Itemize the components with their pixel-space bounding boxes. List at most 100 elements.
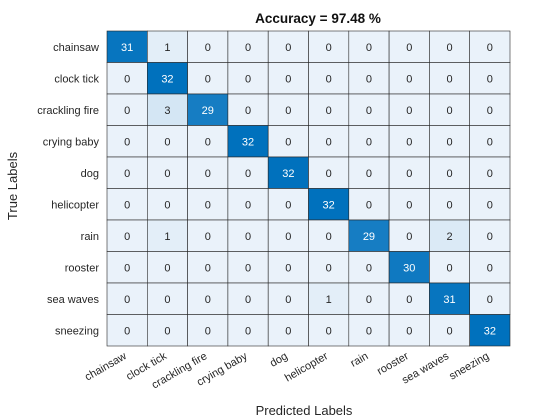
matrix-cell: [106, 188, 148, 221]
cell-value: 0: [285, 105, 291, 117]
cell-value: 0: [406, 294, 412, 306]
cell-value: 0: [366, 73, 372, 85]
matrix-cell: [348, 314, 390, 347]
cell-value: 0: [446, 73, 452, 85]
cell-value: 0: [205, 199, 211, 211]
matrix-cell: [308, 156, 350, 189]
matrix-cell: [348, 93, 390, 126]
matrix-cell: [388, 156, 430, 189]
cell-value: 0: [205, 136, 211, 148]
matrix-cell: [469, 30, 511, 63]
matrix-cell: [106, 125, 148, 158]
cell-value: 0: [285, 73, 291, 85]
cell-value: 0: [487, 294, 493, 306]
cell-value: 0: [164, 294, 170, 306]
cell-value: 0: [164, 325, 170, 337]
cell-value: 0: [487, 136, 493, 148]
cell-value: 0: [366, 105, 372, 117]
matrix-cell: [227, 62, 269, 95]
matrix-cell: [227, 314, 269, 347]
cell-value: 0: [326, 105, 332, 117]
cell-value: 1: [164, 231, 170, 243]
matrix-cell: [308, 251, 350, 284]
matrix-cell: [106, 219, 148, 252]
cell-value: 0: [124, 168, 130, 180]
matrix-cell: [267, 188, 309, 221]
matrix-cell: [469, 156, 511, 189]
cell-value: 0: [245, 262, 251, 274]
cell-value: 0: [164, 262, 170, 274]
cell-value: 0: [164, 136, 170, 148]
matrix-cell: [469, 251, 511, 284]
y-axis-label: True Labels: [5, 151, 20, 220]
x-tick-label: chainsaw: [83, 350, 129, 383]
matrix-cell: [429, 219, 470, 252]
y-tick-label: crackling fire: [37, 105, 99, 117]
cell-value: 0: [366, 136, 372, 148]
matrix-cell: [267, 282, 309, 315]
cell-value: 0: [446, 136, 452, 148]
matrix-cell: [106, 282, 148, 315]
cell-value: 0: [326, 42, 332, 54]
cell-value: 0: [326, 262, 332, 274]
matrix-cell: [469, 314, 511, 347]
cell-value: 0: [326, 231, 332, 243]
matrix-cell: [227, 219, 269, 252]
cell-value: 32: [242, 136, 254, 148]
matrix-cell: [147, 30, 188, 63]
cell-value: 0: [366, 325, 372, 337]
cell-value: 0: [406, 325, 412, 337]
matrix-cell: [187, 251, 229, 284]
cell-value: 0: [285, 136, 291, 148]
cell-value: 1: [326, 294, 332, 306]
matrix-cell: [348, 251, 390, 284]
matrix-cell: [348, 156, 390, 189]
cell-value: 0: [245, 231, 251, 243]
cell-value: 0: [245, 199, 251, 211]
cell-value: 0: [205, 73, 211, 85]
matrix-cell: [469, 125, 511, 158]
matrix-cell: [267, 156, 309, 189]
y-tick-label: rain: [81, 231, 99, 243]
matrix-cell: [267, 314, 309, 347]
cell-value: 0: [124, 73, 130, 85]
cell-value: 0: [124, 136, 130, 148]
cell-value: 0: [205, 325, 211, 337]
matrix-cell: [308, 188, 350, 221]
matrix-cell: [388, 282, 430, 315]
matrix-cell: [308, 219, 350, 252]
matrix-cell: [106, 93, 148, 126]
cell-value: 0: [245, 73, 251, 85]
cell-value: 0: [124, 325, 130, 337]
cell-value: 32: [161, 73, 173, 85]
matrix-cell: [429, 314, 470, 347]
y-tick-label: chainsaw: [53, 42, 99, 54]
y-tick-label: dog: [81, 168, 99, 180]
y-tick-label: sea waves: [47, 294, 99, 306]
matrix-cell: [187, 282, 229, 315]
matrix-cell: [147, 62, 188, 95]
cell-value: 0: [285, 199, 291, 211]
cell-value: 0: [205, 168, 211, 180]
matrix-cell: [187, 30, 229, 63]
cell-value: 0: [164, 168, 170, 180]
matrix-cell: [187, 188, 229, 221]
cell-value: 0: [406, 231, 412, 243]
cell-value: 0: [124, 231, 130, 243]
matrix-cell: [348, 125, 390, 158]
cell-value: 0: [446, 262, 452, 274]
matrix-cell: [469, 62, 511, 95]
cell-value: 3: [164, 105, 170, 117]
cell-value: 0: [446, 199, 452, 211]
matrix-cell: [429, 188, 470, 221]
matrix-cell: [308, 314, 350, 347]
cell-value: 32: [282, 168, 294, 180]
matrix-cell: [147, 282, 188, 315]
matrix-cell: [388, 30, 430, 63]
cell-value: 0: [205, 294, 211, 306]
cell-value: 0: [205, 42, 211, 54]
matrix-cell: [147, 251, 188, 284]
matrix-cell: [429, 156, 470, 189]
cell-value: 32: [484, 325, 496, 337]
x-tick-label: sneezing: [447, 350, 491, 382]
